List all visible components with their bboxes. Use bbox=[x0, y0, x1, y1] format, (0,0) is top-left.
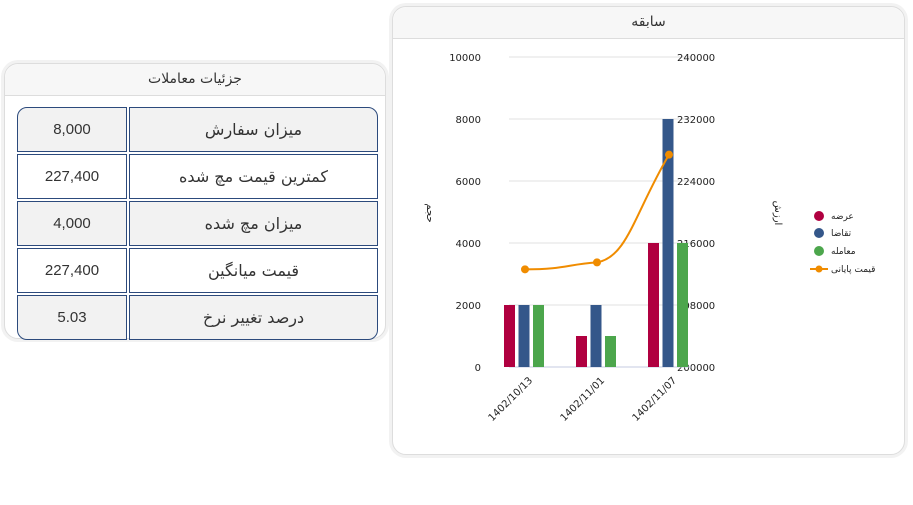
x-tick: 1402/10/13 bbox=[487, 375, 536, 424]
y2-tick: 208000 bbox=[677, 301, 715, 312]
table-row: قیمت میانگین 227,400 bbox=[17, 248, 378, 293]
bar-offer[interactable] bbox=[504, 305, 515, 367]
bar-demand[interactable] bbox=[518, 305, 530, 367]
table-row: کمترین قیمت مچ شده 227,400 bbox=[17, 154, 378, 199]
legend-offer-icon[interactable] bbox=[814, 211, 824, 221]
table-row: درصد تغییر نرخ 5.03 bbox=[17, 295, 378, 340]
details-table: میزان سفارش 8,000 کمترین قیمت مچ شده 227,4… bbox=[15, 105, 380, 342]
row-label: کمترین قیمت مچ شده bbox=[129, 154, 378, 199]
legend-trade-icon[interactable] bbox=[814, 246, 824, 256]
panel-title: جزئیات معاملات bbox=[5, 64, 385, 96]
bar-trade[interactable] bbox=[605, 336, 616, 367]
y2-tick: 200000 bbox=[677, 363, 715, 374]
transaction-details-panel: جزئیات معاملات میزان سفارش 8,000 کمترین ق… bbox=[4, 63, 386, 342]
row-value: 227,400 bbox=[17, 154, 127, 199]
row-label: میزان مچ شده bbox=[129, 201, 378, 246]
row-value: 8,000 bbox=[17, 107, 127, 152]
legend-demand-icon[interactable] bbox=[814, 228, 824, 238]
y2-tick: 240000 bbox=[677, 53, 715, 64]
row-value: 227,400 bbox=[17, 248, 127, 293]
price-point[interactable] bbox=[593, 258, 601, 267]
y2-tick: 232000 bbox=[677, 115, 715, 126]
price-point[interactable] bbox=[665, 150, 673, 159]
row-value: 5.03 bbox=[17, 295, 127, 340]
x-tick: 1402/11/01 bbox=[559, 375, 608, 424]
row-value: 4,000 bbox=[17, 201, 127, 246]
y2-tick: 224000 bbox=[677, 177, 715, 188]
bar-offer[interactable] bbox=[576, 336, 587, 367]
row-label: قیمت میانگین bbox=[129, 248, 378, 293]
row-label: میزان سفارش bbox=[129, 107, 378, 152]
history-chart[interactable]: 0 200000 2000 208000 4000 216000 6000 224000 800… bbox=[393, 39, 904, 453]
y-tick: 4000 bbox=[456, 239, 481, 250]
legend-label[interactable]: قیمت پایانی bbox=[831, 265, 875, 275]
y2-axis-label: ارزش bbox=[772, 201, 783, 226]
bar-trade[interactable] bbox=[677, 243, 688, 367]
y-tick: 6000 bbox=[456, 177, 481, 188]
legend-price-dot bbox=[815, 265, 823, 273]
y-axis-label: حجم bbox=[424, 203, 435, 222]
table-row: میزان مچ شده 4,000 bbox=[17, 201, 378, 246]
legend-label[interactable]: معامله bbox=[831, 247, 856, 257]
bar-demand[interactable] bbox=[590, 305, 602, 367]
panel-title: سابقه bbox=[393, 7, 904, 39]
y-tick: 10000 bbox=[449, 53, 481, 64]
y-tick: 0 bbox=[475, 363, 481, 374]
y-tick: 8000 bbox=[456, 115, 481, 126]
y-tick: 2000 bbox=[456, 301, 481, 312]
bar-demand[interactable] bbox=[662, 119, 674, 367]
bar-offer[interactable] bbox=[648, 243, 659, 367]
y2-tick: 216000 bbox=[677, 239, 715, 250]
legend-label[interactable]: عرضه bbox=[831, 212, 854, 222]
history-panel: سابقه 0 200000 2000 208000 4000 216000 6000 224… bbox=[392, 6, 905, 455]
legend-label[interactable]: تقاضا bbox=[831, 229, 852, 239]
row-label: درصد تغییر نرخ bbox=[129, 295, 378, 340]
price-line bbox=[524, 154, 670, 271]
bar-trade[interactable] bbox=[533, 305, 544, 367]
table-row: میزان سفارش 8,000 bbox=[17, 107, 378, 152]
x-tick: 1402/11/07 bbox=[631, 375, 680, 424]
price-point[interactable] bbox=[521, 265, 529, 274]
